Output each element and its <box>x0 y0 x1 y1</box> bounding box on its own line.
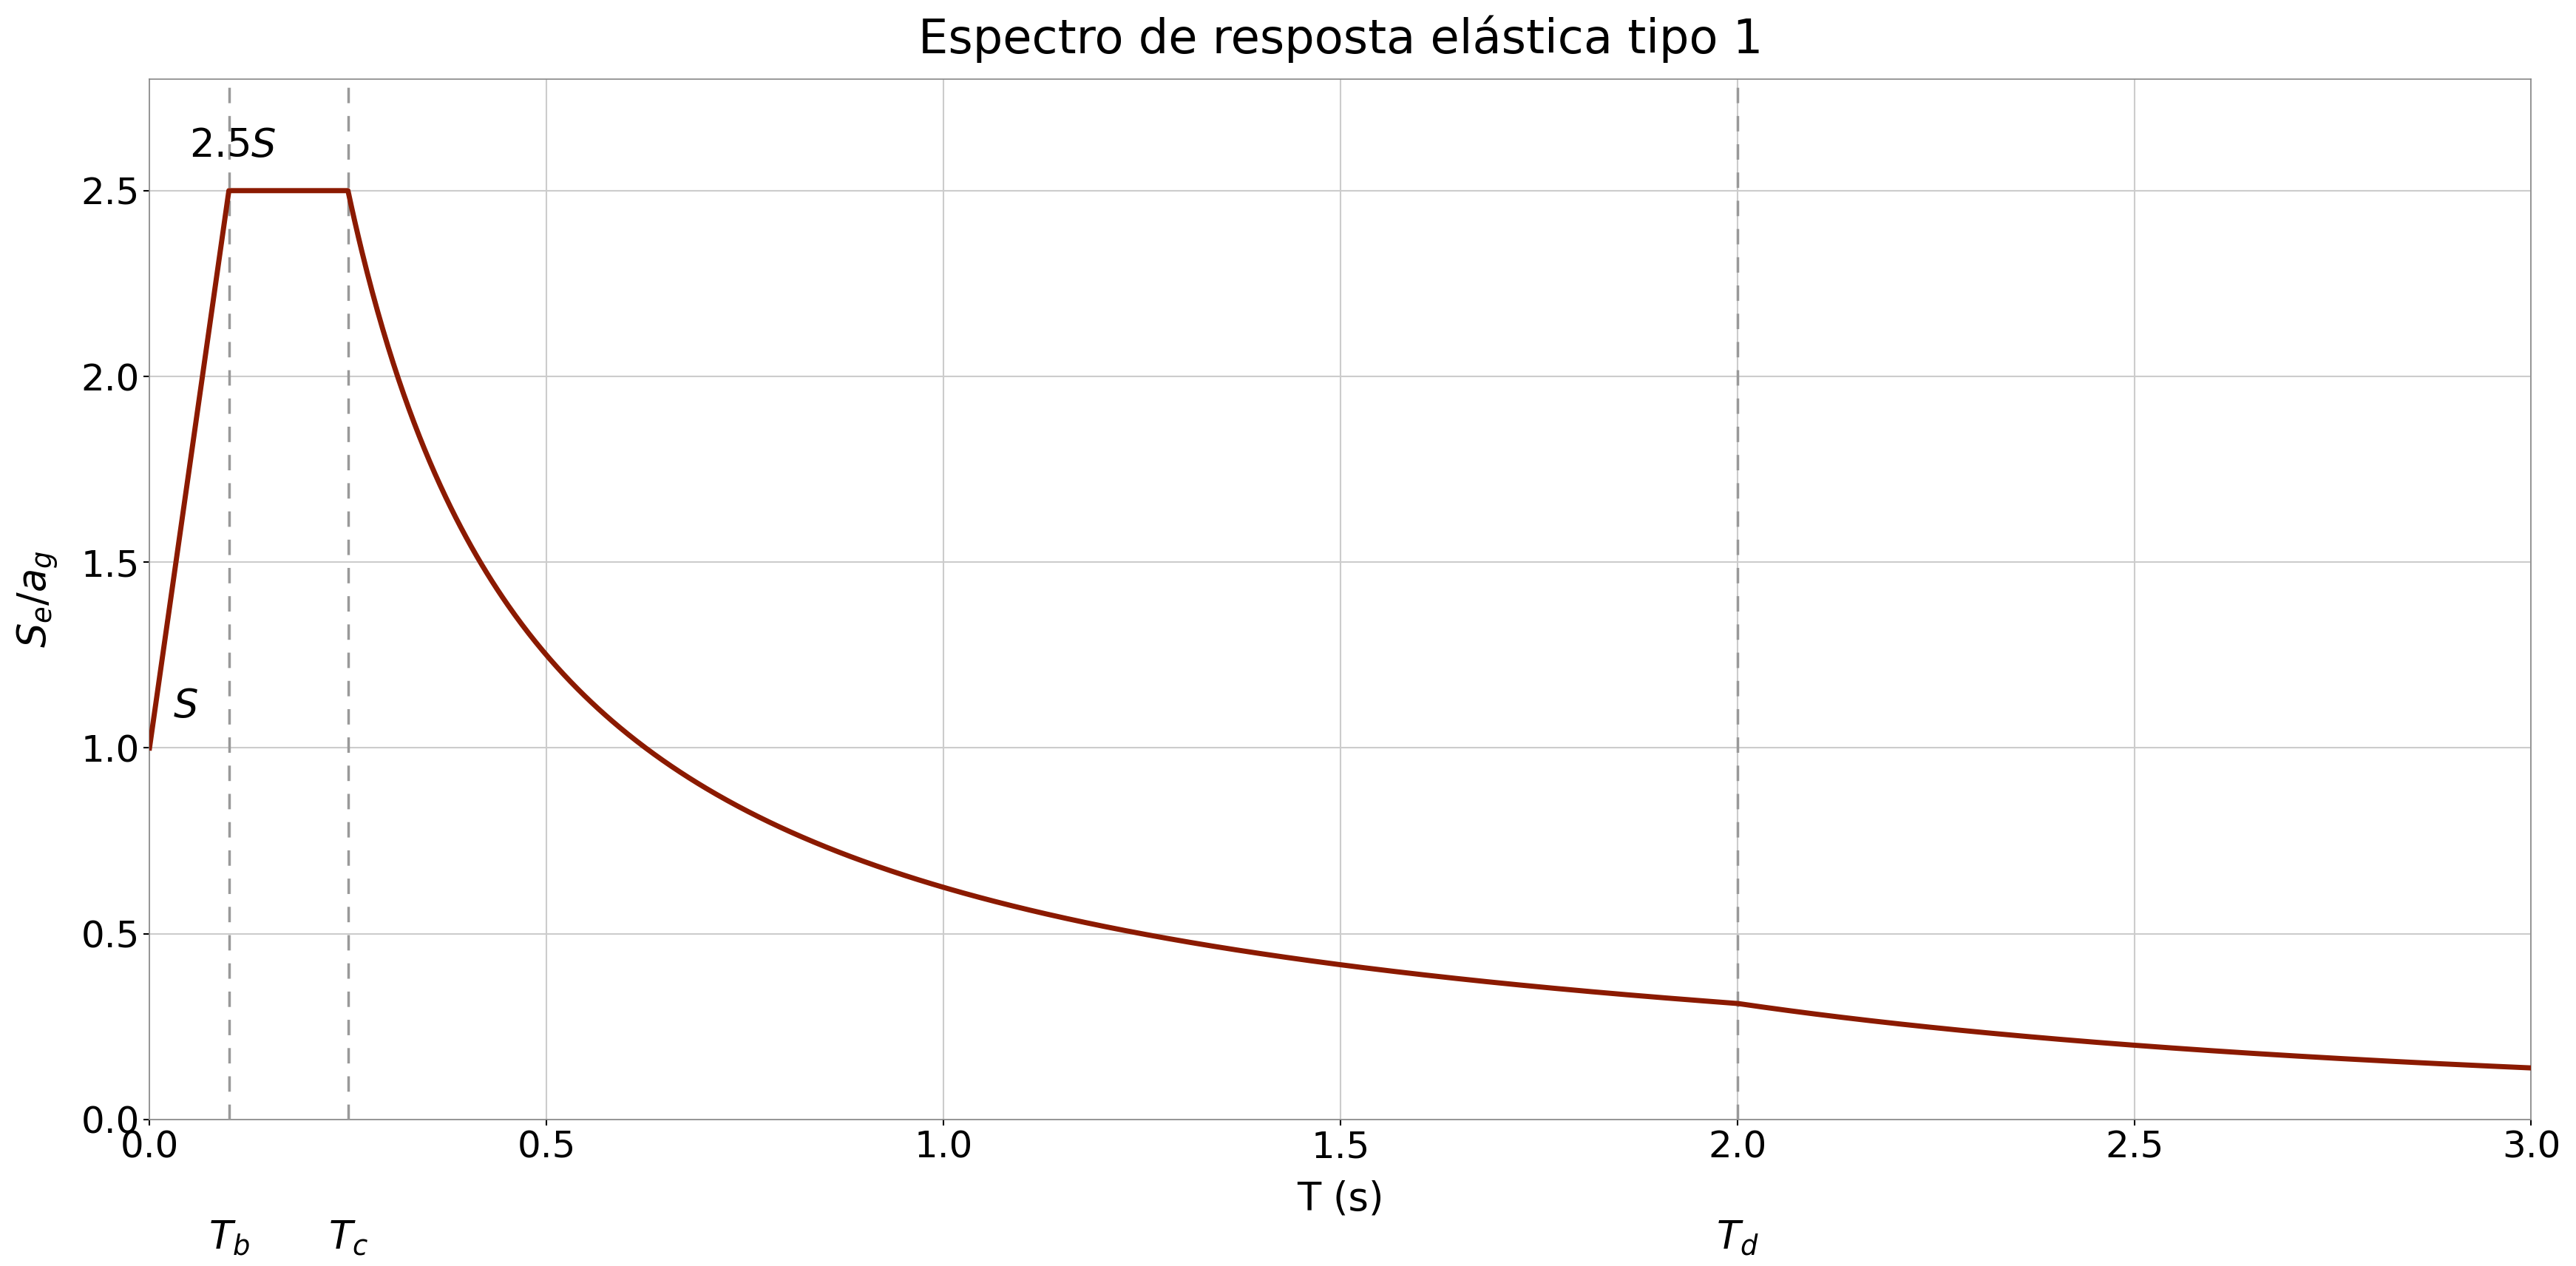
Title: Espectro de resposta elástica tipo 1: Espectro de resposta elástica tipo 1 <box>917 15 1762 63</box>
Text: $S$: $S$ <box>173 687 198 725</box>
X-axis label: T (s): T (s) <box>1296 1180 1383 1219</box>
Text: $T_b$: $T_b$ <box>209 1218 250 1257</box>
Y-axis label: $S_e/a_g$: $S_e/a_g$ <box>15 551 59 648</box>
Text: $2.5S$: $2.5S$ <box>188 127 276 165</box>
Text: $T_c$: $T_c$ <box>327 1218 368 1257</box>
Text: $T_d$: $T_d$ <box>1716 1218 1759 1257</box>
